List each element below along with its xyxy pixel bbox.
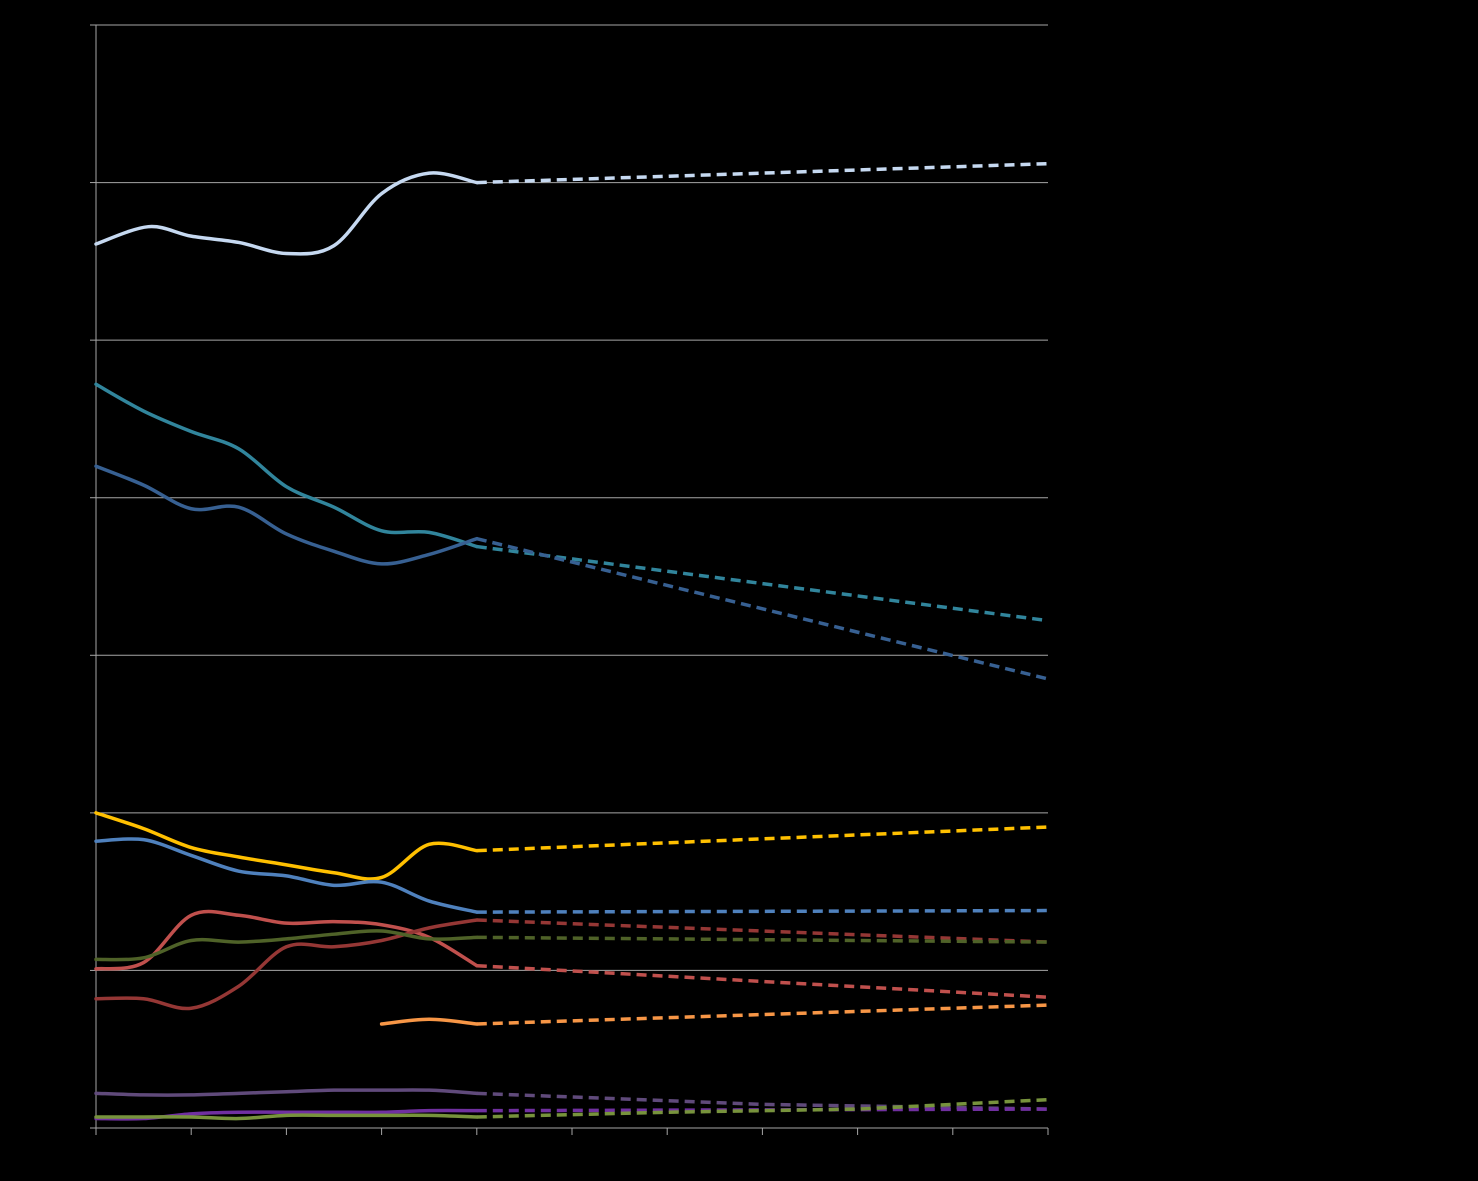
series-5 (94, 837, 1049, 914)
series-7-actual-line (94, 918, 479, 1011)
series-12-actual-line (94, 1113, 479, 1121)
axes (90, 24, 1049, 1135)
series-4 (94, 811, 1049, 881)
series-9-actual-line (379, 1017, 479, 1026)
series-8-actual-line (94, 929, 479, 962)
series-3 (94, 464, 1049, 681)
series-1-actual-line (94, 171, 479, 256)
series-10-actual-line (94, 1088, 479, 1097)
series-4-actual-line (94, 811, 479, 881)
series-9 (379, 1003, 1049, 1026)
series-10 (94, 1088, 1049, 1111)
series-3-projected-line (476, 536, 1049, 681)
series-3-actual-line (94, 464, 479, 566)
series-7 (94, 918, 1049, 1011)
series-2-actual-line (94, 382, 479, 549)
series-12 (94, 1097, 1049, 1121)
series-1 (94, 161, 1049, 256)
series-lines (94, 161, 1049, 1121)
series-8 (94, 929, 1049, 962)
series-2 (94, 382, 1049, 623)
series-5-actual-line (94, 837, 479, 914)
